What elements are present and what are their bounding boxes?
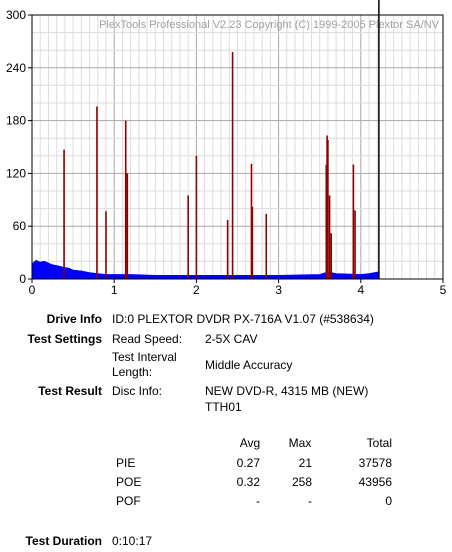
plot-border [31,14,444,280]
result-row-max: - [308,494,312,508]
pie-series [31,259,380,280]
error-rate-chart: PlexTools Professional V2.23 Copyright (… [6,0,447,297]
test-settings-label: Test Settings [27,332,102,346]
read-speed-label: Read Speed: [112,332,183,346]
chart-watermark: PlexTools Professional V2.23 Copyright (… [99,19,440,31]
max-header: Max [288,436,312,450]
test-interval-value: Middle Accuracy [205,358,293,372]
test-duration-value: 0:10:17 [112,534,153,548]
y-tick-label: 0 [19,272,26,286]
result-row-name: POE [116,475,142,489]
x-tick-label: 0 [29,283,36,297]
y-tick-label: 240 [6,61,26,75]
pie-area-mark [31,259,380,280]
x-tick-label: 2 [193,283,200,297]
drive-info-value: ID:0 PLEXTOR DVDR PX-716A V1.07 (#538634… [112,312,374,326]
y-tick-label: 120 [6,166,26,180]
result-row-name: PIE [116,456,136,470]
result-row-avg: 0.32 [236,475,260,489]
test-interval-label: Test Interval [112,350,177,364]
disc-info-label: Disc Info: [112,384,163,398]
x-tick-label: 1 [111,283,118,297]
result-row-total: 0 [385,494,392,508]
y-tick-label: 60 [13,219,27,233]
poe-series [63,51,356,279]
y-tick-label: 300 [6,8,26,22]
test-duration-label: Test Duration [25,534,102,548]
result-row-max: 258 [291,475,312,489]
y-axis-ticks: 0 60 120 180 240 300 [6,8,32,286]
x-tick-label: 3 [275,283,282,297]
avg-header: Avg [239,436,261,450]
disc-info-value-line2: TTH01 [205,400,242,414]
disc-info-value: NEW DVD-R, 4315 MB (NEW) [205,384,369,398]
result-row-total: 37578 [358,456,392,470]
result-row-total: 43956 [358,475,392,489]
result-row-avg: 0.27 [236,456,260,470]
x-axis-ticks: 0 1 2 3 4 5 [29,279,447,297]
test-result-label: Test Result [38,384,102,398]
x-tick-label: 5 [440,283,447,297]
total-header: Total [366,436,392,450]
y-tick-label: 180 [6,114,26,128]
result-row-name: POF [116,494,141,508]
drive-info-label: Drive Info [46,312,102,326]
result-row-max: 21 [298,456,312,470]
result-row-avg: - [256,494,260,508]
read-speed-value: 2-5X CAV [205,332,258,346]
test-interval-label-line2: Length: [112,365,153,379]
x-tick-label: 4 [357,283,364,297]
